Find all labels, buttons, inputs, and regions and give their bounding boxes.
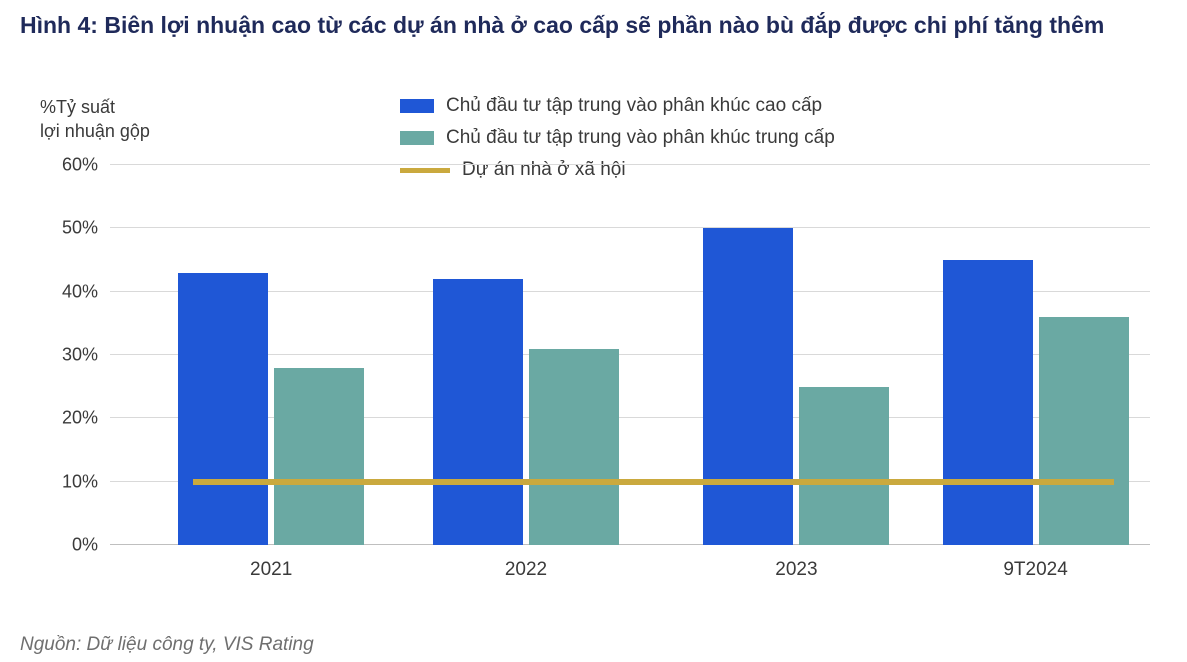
y-tick-label: 0% [72, 535, 110, 556]
y-axis-title-line1: %Tỷ suất [40, 97, 115, 117]
legend-item-mid: Chủ đầu tư tập trung vào phân khúc trung… [400, 127, 835, 149]
bar-high-2022 [433, 279, 523, 545]
y-tick-label: 50% [62, 218, 110, 239]
y-tick-label: 20% [62, 408, 110, 429]
y-tick-label: 10% [62, 471, 110, 492]
legend-label-high: Chủ đầu tư tập trung vào phân khúc cao c… [446, 95, 822, 117]
chart-title: Hình 4: Biên lợi nhuận cao từ các dự án … [20, 10, 1167, 41]
y-tick-label: 60% [62, 155, 110, 176]
y-tick-label: 30% [62, 345, 110, 366]
chart-source: Nguồn: Dữ liệu công ty, VIS Rating [20, 634, 314, 656]
bar-mid-2023 [799, 387, 889, 545]
bar-high-2021 [178, 273, 268, 545]
x-tick-label: 2021 [250, 545, 292, 581]
gridline [110, 164, 1150, 165]
x-tick-label: 2023 [775, 545, 817, 581]
x-tick-label: 2022 [505, 545, 547, 581]
legend-item-high: Chủ đầu tư tập trung vào phân khúc cao c… [400, 95, 835, 117]
bar-mid-2022 [529, 349, 619, 545]
gridline [110, 227, 1150, 228]
x-tick-label: 9T2024 [1003, 545, 1067, 581]
y-axis-title-line2: lợi nhuận gộp [40, 121, 150, 141]
line-social-housing-stroke [193, 479, 1113, 485]
y-axis-title: %Tỷ suất lợi nhuận gộp [40, 95, 150, 144]
legend-swatch-high [400, 99, 434, 113]
bar-mid-2021 [274, 368, 364, 545]
legend-swatch-mid [400, 131, 434, 145]
legend-label-mid: Chủ đầu tư tập trung vào phân khúc trung… [446, 127, 835, 149]
bar-high-9T2024 [943, 260, 1033, 545]
bar-mid-9T2024 [1039, 317, 1129, 545]
plot-area: 0%10%20%30%40%50%60%2021202220239T2024 [110, 165, 1150, 545]
chart-area: %Tỷ suất lợi nhuận gộp Chủ đầu tư tập tr… [20, 95, 1170, 595]
bar-high-2023 [703, 228, 793, 545]
y-tick-label: 40% [62, 281, 110, 302]
